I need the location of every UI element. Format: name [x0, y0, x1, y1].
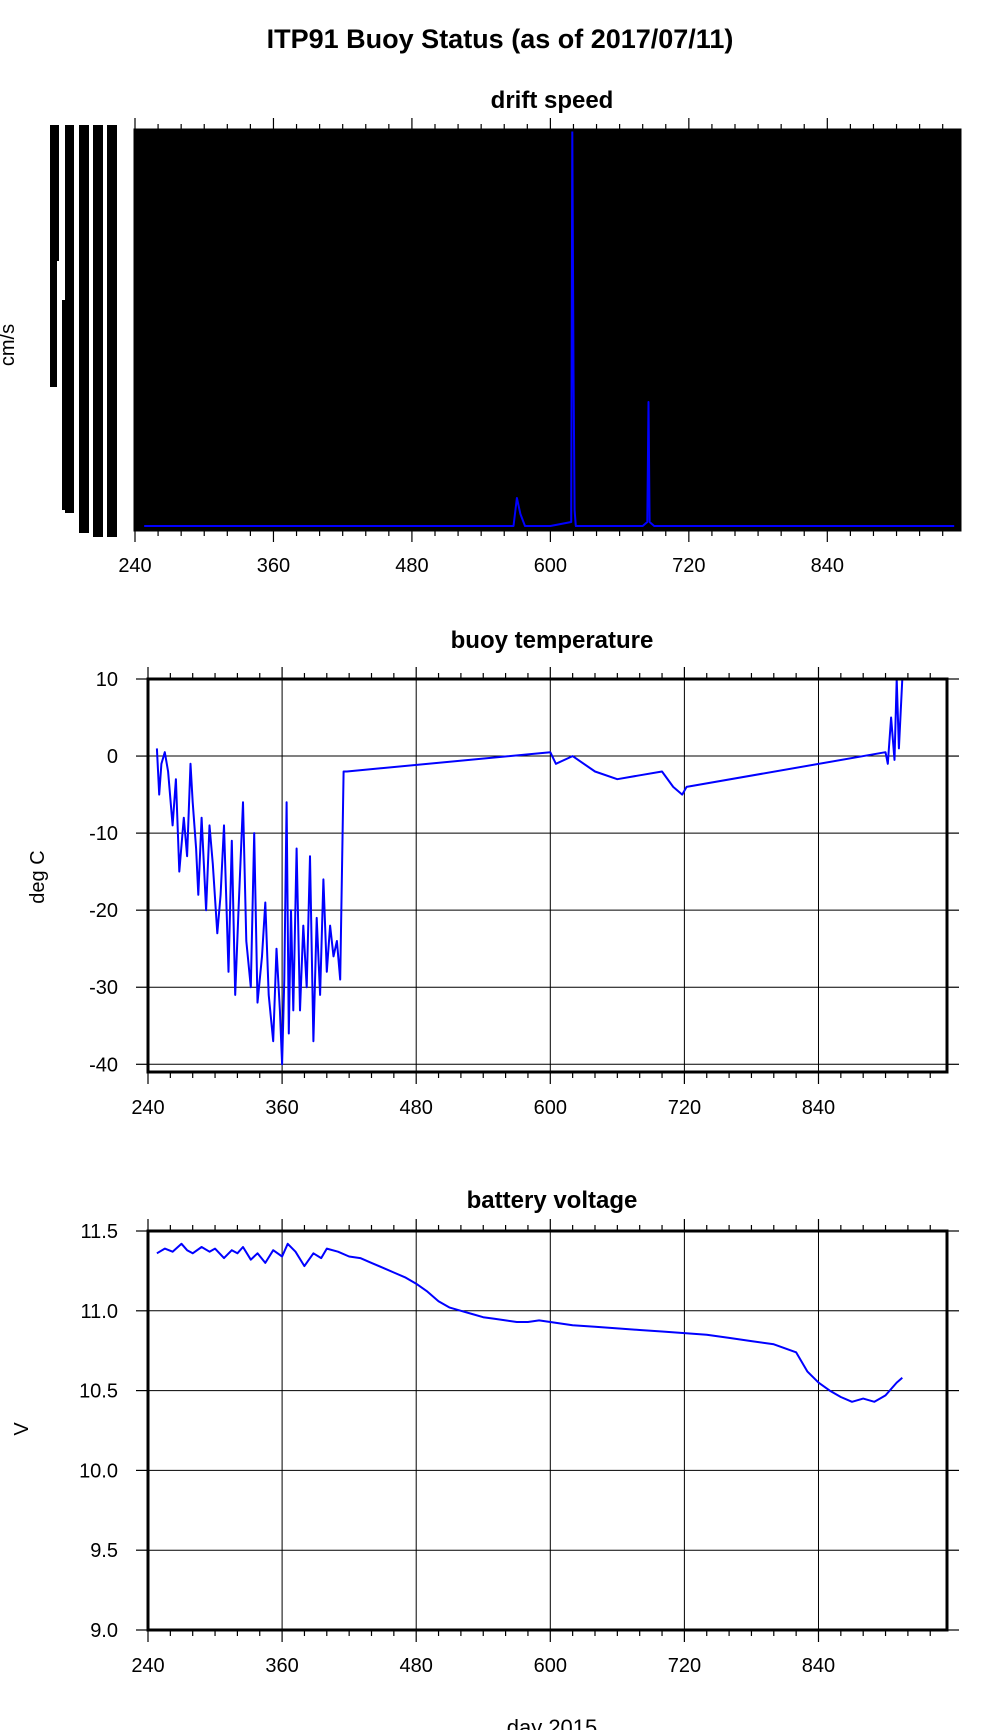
- battery-voltage-xtick-label: 720: [668, 1655, 701, 1677]
- buoy-temperature-frame: [146, 677, 949, 1074]
- battery-voltage-ylabel: V: [11, 1422, 33, 1436]
- buoy-temperature-ytick-label: -30: [89, 977, 118, 999]
- battery-voltage-chart: battery voltage V 240 360 480 600 720 840 11.5…: [11, 1187, 959, 1677]
- battery-voltage-xtick-label: 480: [400, 1655, 433, 1677]
- battery-voltage-xtick-label: 840: [802, 1655, 835, 1677]
- battery-voltage-series-line: [156, 1242, 903, 1403]
- drift-speed-xtick-label: 840: [811, 555, 844, 577]
- buoy-temperature-series-line: [155, 678, 904, 1066]
- drift-speed-xtick-label: 240: [118, 555, 151, 577]
- buoy-temperature-xtick-label: 360: [265, 1097, 298, 1119]
- buoy-temperature-ylabel: deg C: [27, 850, 49, 903]
- battery-voltage-ytick-label: 9.5: [90, 1540, 118, 1562]
- buoy-temperature-ytick-label: -10: [89, 823, 118, 845]
- drift-speed-series-line: [144, 129, 955, 527]
- buoy-temperature-xtick-label: 720: [668, 1097, 701, 1119]
- drift-speed-plot-area: [135, 130, 960, 530]
- buoy-temperature-xtick-label: 240: [131, 1097, 164, 1119]
- drift-speed-title: drift speed: [491, 87, 614, 114]
- battery-voltage-ytick-label: 9.0: [90, 1620, 118, 1642]
- buoy-temperature-ytick-label: 10: [96, 669, 118, 691]
- battery-voltage-ytick-label: 11.0: [81, 1301, 118, 1323]
- buoy-temperature-xtick-label: 840: [802, 1097, 835, 1119]
- battery-voltage-ytick-label: 10.0: [79, 1460, 118, 1482]
- buoy-temperature-title: buoy temperature: [451, 627, 654, 654]
- buoy-temperature-xtick-label: 480: [400, 1097, 433, 1119]
- corrupted-ytick-block: [50, 125, 117, 537]
- figure-title: ITP91 Buoy Status (as of 2017/07/11): [267, 24, 734, 54]
- battery-voltage-ytick-label: 10.5: [79, 1381, 118, 1403]
- battery-voltage-frame: [146, 1229, 949, 1632]
- drift-speed-xtick-label: 600: [534, 555, 567, 577]
- battery-voltage-ytick-label: 11.5: [81, 1221, 118, 1243]
- buoy-temperature-ytick-label: -20: [89, 900, 118, 922]
- buoy-temperature-chart: buoy temperature deg C 240 360 480 600 720 84…: [27, 627, 959, 1119]
- drift-speed-xtick-label: 480: [395, 555, 428, 577]
- buoy-temperature-xtick-label: 600: [534, 1097, 567, 1119]
- drift-speed-xtick-label: 360: [257, 555, 290, 577]
- drift-speed-frame: [133, 128, 962, 532]
- drift-speed-ylabel: cm/s: [0, 324, 19, 366]
- buoy-temperature-ytick-label: 0: [107, 746, 118, 768]
- drift-speed-xtick-label: 720: [672, 555, 705, 577]
- drift-speed-chart: drift speed cm/s 240 360 480 600 720 840: [0, 87, 962, 577]
- battery-voltage-title: battery voltage: [467, 1187, 638, 1214]
- battery-voltage-xtick-label: 240: [131, 1655, 164, 1677]
- battery-voltage-xtick-label: 600: [534, 1655, 567, 1677]
- battery-voltage-xtick-label: 360: [265, 1655, 298, 1677]
- x-axis-label: day 2015: [507, 1715, 598, 1730]
- buoy-temperature-ytick-label: -40: [89, 1054, 118, 1076]
